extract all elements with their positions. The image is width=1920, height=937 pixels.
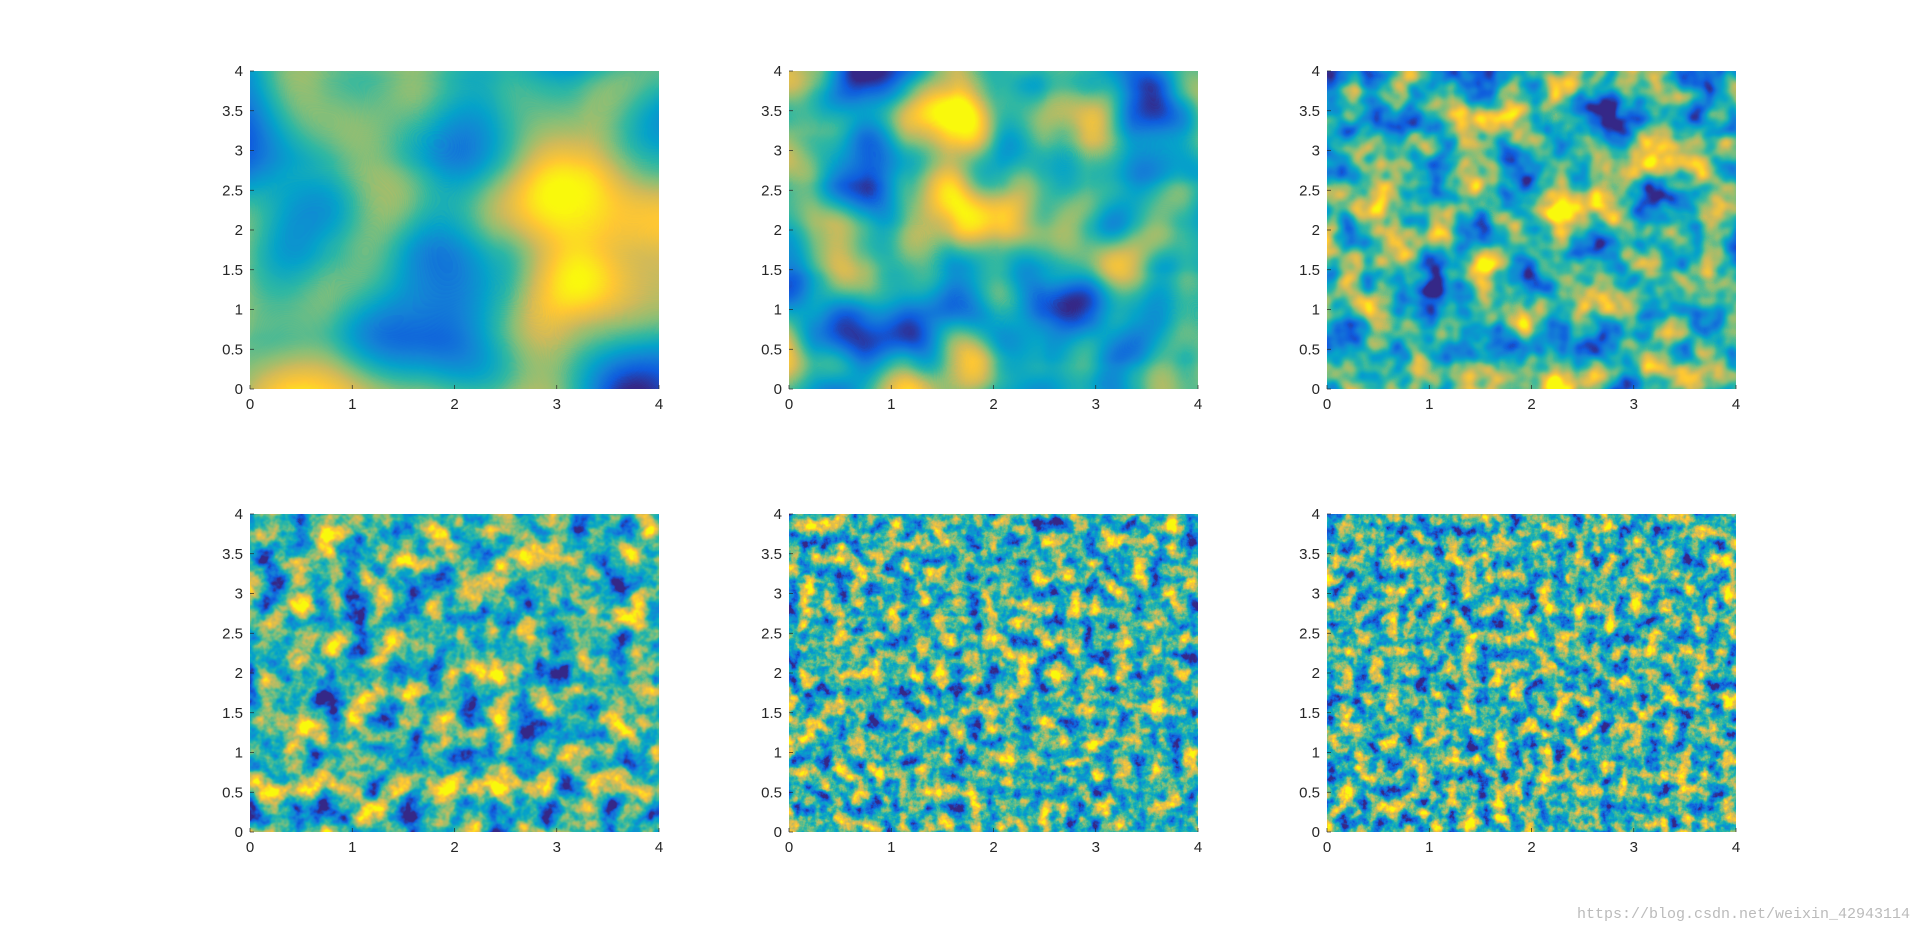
y-tick-label: 4	[235, 506, 243, 523]
x-tick-label: 0	[246, 839, 254, 856]
y-tick-label: 0	[1312, 824, 1320, 841]
x-tick-label: 2	[1527, 396, 1535, 413]
y-tick-label: 3.5	[222, 103, 243, 120]
x-tick-label: 1	[887, 839, 895, 856]
y-tick-label: 4	[235, 63, 243, 80]
y-tick-label: 0	[774, 381, 782, 398]
x-tick-label: 0	[1323, 396, 1331, 413]
y-tick-label: 3.5	[761, 103, 782, 120]
y-tick-label: 0.5	[1299, 341, 1320, 358]
y-tick-label: 4	[1312, 63, 1320, 80]
y-tick-label: 3	[1312, 586, 1320, 603]
y-tick-label: 1	[235, 745, 243, 762]
x-tick-label: 2	[1527, 839, 1535, 856]
y-tick-label: 3.5	[1299, 103, 1320, 120]
y-tick-label: 2	[235, 222, 243, 239]
y-tick-label: 1	[235, 302, 243, 319]
y-tick-label: 1.5	[761, 262, 782, 279]
heatmap-field	[250, 514, 659, 832]
y-tick-label: 1.5	[761, 705, 782, 722]
y-tick-label: 0.5	[1299, 784, 1320, 801]
x-tick-label: 4	[655, 396, 663, 413]
y-tick-label: 0.5	[761, 784, 782, 801]
y-tick-label: 0.5	[222, 784, 243, 801]
y-tick-label: 3	[235, 143, 243, 160]
y-tick-label: 4	[1312, 506, 1320, 523]
x-tick-label: 4	[1732, 839, 1740, 856]
heatmap-field	[789, 514, 1198, 832]
x-tick-label: 2	[989, 396, 997, 413]
x-tick-label: 3	[553, 839, 561, 856]
y-tick-label: 2.5	[222, 625, 243, 642]
y-tick-label: 0	[1312, 381, 1320, 398]
x-tick-label: 1	[1425, 839, 1433, 856]
y-tick-label: 0.5	[222, 341, 243, 358]
y-tick-label: 0	[235, 824, 243, 841]
y-tick-label: 2	[774, 665, 782, 682]
x-tick-label: 3	[1092, 839, 1100, 856]
x-tick-label: 2	[450, 396, 458, 413]
y-tick-label: 2	[1312, 665, 1320, 682]
x-tick-label: 0	[246, 396, 254, 413]
y-tick-label: 3	[774, 143, 782, 160]
y-tick-label: 1	[774, 302, 782, 319]
y-tick-label: 3	[1312, 143, 1320, 160]
x-tick-label: 1	[1425, 396, 1433, 413]
x-tick-label: 4	[1194, 839, 1202, 856]
x-tick-label: 3	[1630, 839, 1638, 856]
x-tick-label: 3	[1630, 396, 1638, 413]
y-tick-label: 2	[235, 665, 243, 682]
y-tick-label: 1	[1312, 302, 1320, 319]
heatmap-field	[250, 71, 659, 389]
y-tick-label: 3.5	[1299, 546, 1320, 563]
y-tick-label: 2.5	[761, 625, 782, 642]
y-tick-label: 3	[774, 586, 782, 603]
y-tick-label: 2.5	[1299, 625, 1320, 642]
x-tick-label: 4	[1194, 396, 1202, 413]
heatmap-field	[789, 71, 1198, 389]
x-tick-label: 1	[887, 396, 895, 413]
y-tick-label: 4	[774, 506, 782, 523]
x-tick-label: 0	[1323, 839, 1331, 856]
y-tick-label: 2.5	[1299, 182, 1320, 199]
y-tick-label: 1	[1312, 745, 1320, 762]
x-tick-label: 3	[1092, 396, 1100, 413]
x-tick-label: 4	[1732, 396, 1740, 413]
y-tick-label: 0.5	[761, 341, 782, 358]
watermark: https://blog.csdn.net/weixin_42943114	[1577, 906, 1910, 923]
y-tick-label: 4	[774, 63, 782, 80]
x-tick-label: 4	[655, 839, 663, 856]
y-tick-label: 1.5	[1299, 705, 1320, 722]
y-tick-label: 3	[235, 586, 243, 603]
y-tick-label: 1	[774, 745, 782, 762]
x-tick-label: 1	[348, 839, 356, 856]
y-tick-label: 3.5	[761, 546, 782, 563]
y-tick-label: 2.5	[761, 182, 782, 199]
y-tick-label: 2.5	[222, 182, 243, 199]
y-tick-label: 2	[1312, 222, 1320, 239]
y-tick-label: 2	[774, 222, 782, 239]
x-tick-label: 1	[348, 396, 356, 413]
y-tick-label: 1.5	[222, 705, 243, 722]
y-tick-label: 3.5	[222, 546, 243, 563]
heatmap-field	[1327, 71, 1736, 389]
y-tick-label: 1.5	[1299, 262, 1320, 279]
y-tick-label: 0	[235, 381, 243, 398]
x-tick-label: 0	[785, 839, 793, 856]
x-tick-label: 3	[553, 396, 561, 413]
x-tick-label: 2	[450, 839, 458, 856]
heatmap-field	[1327, 514, 1736, 832]
x-tick-label: 2	[989, 839, 997, 856]
y-tick-label: 1.5	[222, 262, 243, 279]
y-tick-label: 0	[774, 824, 782, 841]
x-tick-label: 0	[785, 396, 793, 413]
